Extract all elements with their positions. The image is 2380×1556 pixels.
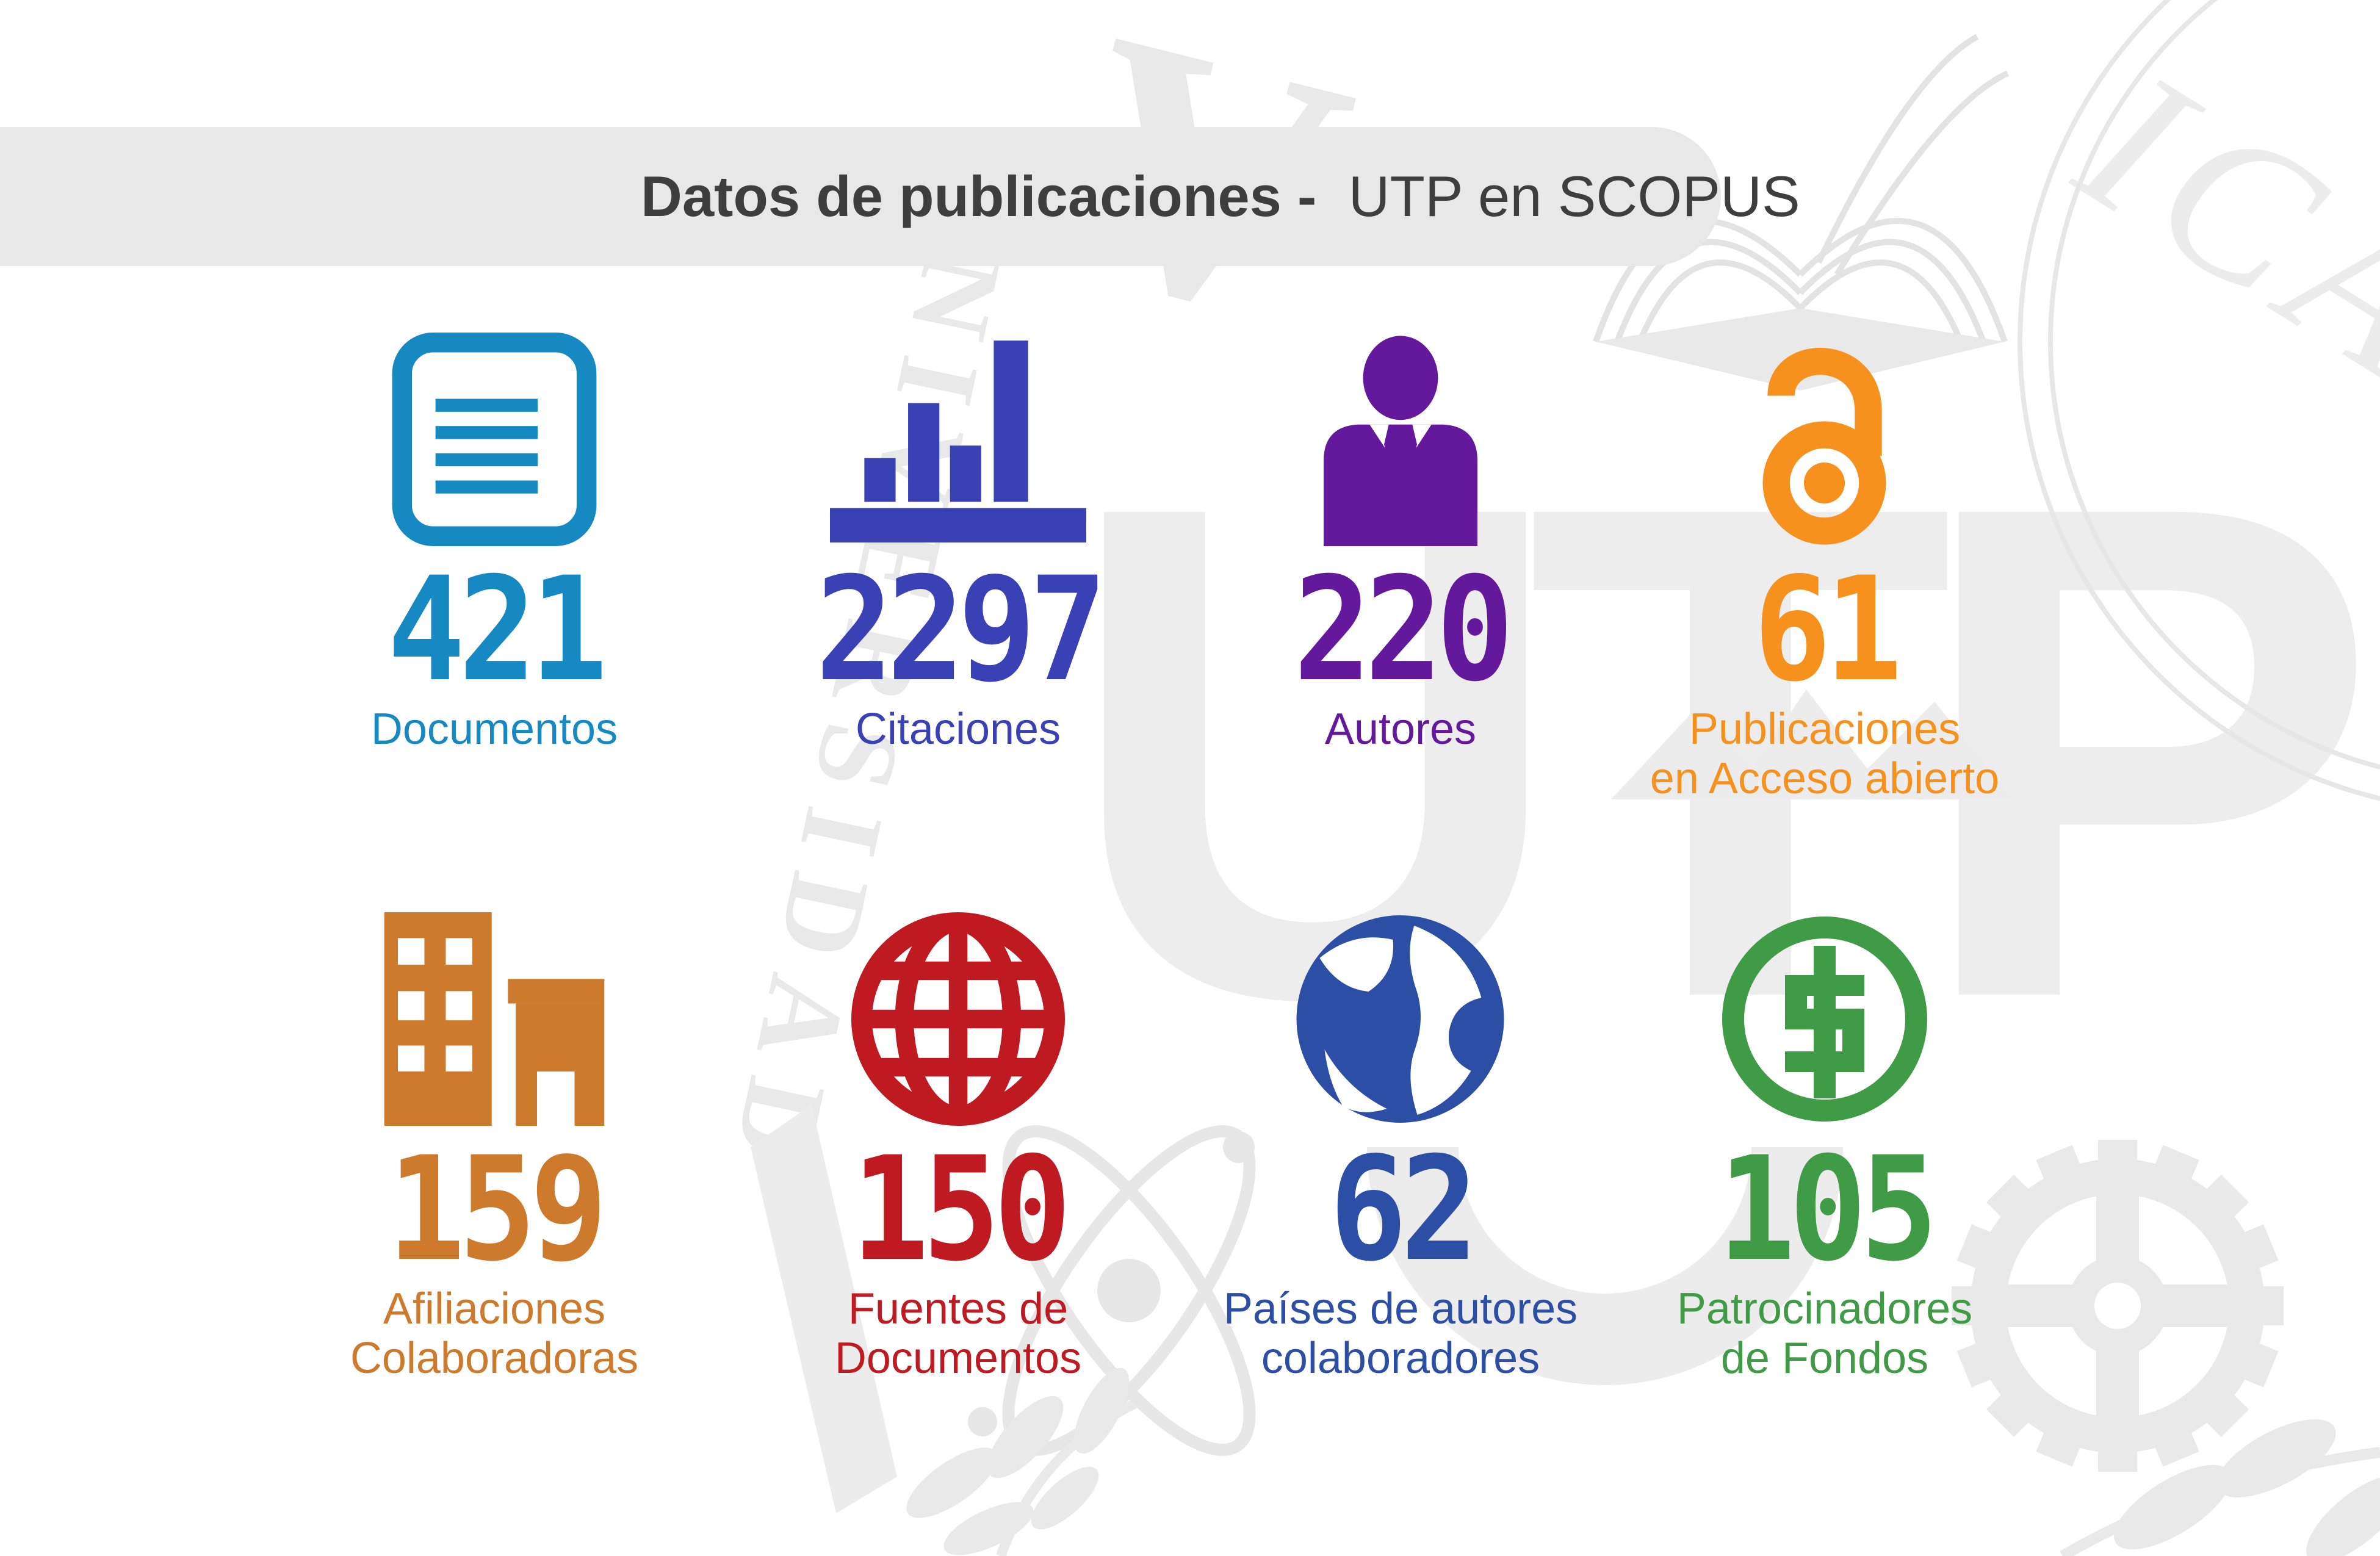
stat-card-acceso-abierto: 61 Publicaciones en Acceso abierto (1574, 333, 2075, 821)
stat-value: 61 (1753, 547, 1902, 713)
stat-label: Afiliaciones Colaboradoras (350, 1284, 639, 1383)
stat-value: 421 (387, 547, 608, 713)
title-band: Datos de publicaciones - UTP en SCOPUS (0, 127, 1800, 266)
page-title: Datos de publicaciones - UTP en SCOPUS (641, 164, 1800, 228)
stat-value: 62 (1329, 1126, 1478, 1293)
stat-label: Documentos (370, 705, 618, 754)
stat-value: 159 (387, 1126, 608, 1293)
stat-card-citaciones: 2297 Citaciones (708, 333, 1208, 821)
open-access-icon (1697, 333, 1953, 546)
stat-label: Publicaciones en Acceso abierto (1650, 705, 2000, 804)
stat-label: Patrocinadores de Fondos (1676, 1284, 1973, 1383)
laurel-watermark-icon (906, 1367, 1138, 1556)
author-icon (1272, 333, 1529, 546)
document-icon (366, 333, 622, 546)
watermark-zigzag (1611, 690, 2014, 799)
bar-chart-icon (830, 333, 1086, 546)
page-title-bold: Datos de publicaciones - (641, 164, 1317, 228)
watermark-arch (1367, 1147, 1843, 1385)
earth-icon (1272, 912, 1529, 1126)
stat-value: 150 (851, 1126, 1072, 1293)
stat-label: Fuentes de Documentos (834, 1284, 1082, 1383)
stat-value: 2297 (815, 547, 1107, 713)
stat-card-autores: 220 Autores (1150, 333, 1651, 821)
stat-label: Citaciones (855, 705, 1061, 754)
stat-label: Países de autores colaboradores (1223, 1284, 1578, 1383)
globe-icon (830, 912, 1086, 1126)
stat-card-fuentes: 150 Fuentes de Documentos (708, 912, 1208, 1400)
stat-card-patrocinadores: 105 Patrocinadores de Fondos (1574, 912, 2075, 1400)
watermark-seal-arc (2048, 0, 2380, 770)
stat-value: 220 (1293, 547, 1514, 713)
stat-card-paises: 62 Países de autores colaboradores (1150, 912, 1651, 1400)
page-title-regular (1332, 164, 1348, 228)
buildings-icon (366, 912, 622, 1126)
watermark-slab (751, 1104, 897, 1513)
funding-dollar-icon (1697, 912, 1953, 1126)
stat-value: 105 (1717, 1126, 1938, 1293)
gear-watermark-icon (1952, 1140, 2284, 1472)
stat-card-documentos: 421 Documentos (244, 333, 745, 821)
stat-card-afiliaciones: 159 Afiliaciones Colaboradoras (244, 912, 745, 1400)
leaf-branch-watermark-icon (2060, 1419, 2380, 1556)
watermark-seal-arc-2 (2018, 0, 2380, 801)
stat-label: Autores (1324, 705, 1477, 754)
